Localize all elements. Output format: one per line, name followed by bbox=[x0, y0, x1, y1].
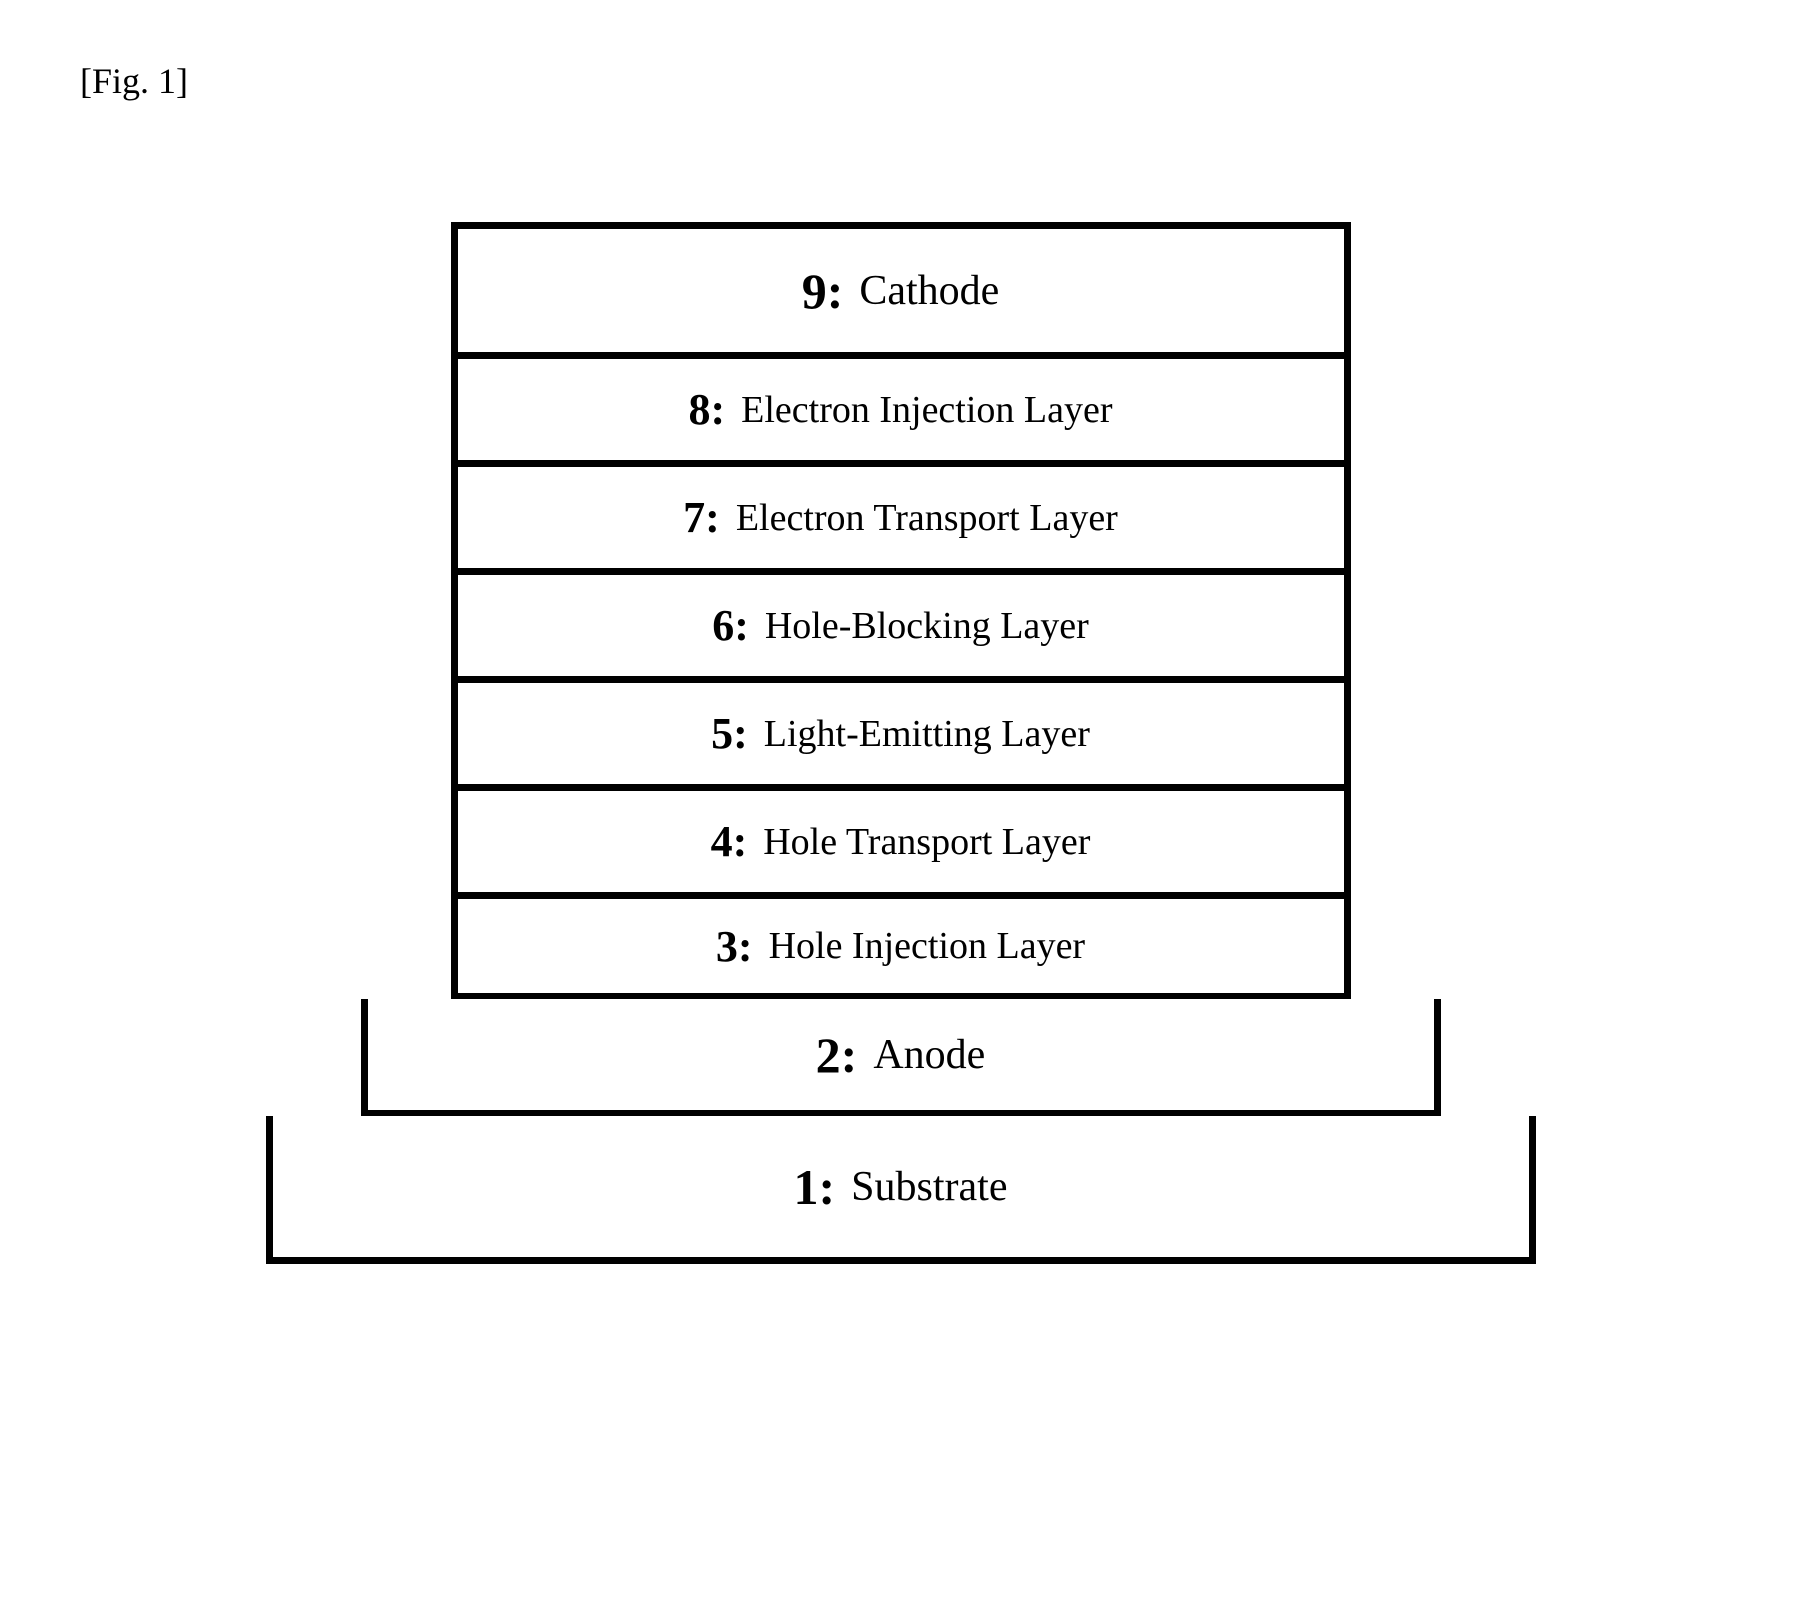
layer-electron-transport: 7: Electron Transport Layer bbox=[451, 460, 1351, 568]
layer-light-emitting: 5: Light-Emitting Layer bbox=[451, 676, 1351, 784]
layer-cathode: 9: Cathode bbox=[451, 222, 1351, 352]
layer-number: 5: bbox=[711, 708, 748, 759]
layer-number: 8: bbox=[688, 384, 725, 435]
layer-label: Anode bbox=[873, 1031, 985, 1079]
layer-number: 7: bbox=[683, 492, 720, 543]
layer-hole-blocking: 6: Hole-Blocking Layer bbox=[451, 568, 1351, 676]
layer-number: 6: bbox=[712, 600, 749, 651]
layer-hole-transport: 4: Hole Transport Layer bbox=[451, 784, 1351, 892]
layer-label: Electron Transport Layer bbox=[736, 496, 1118, 540]
layer-label: Hole Injection Layer bbox=[769, 924, 1086, 968]
layer-label: Cathode bbox=[859, 267, 999, 315]
layer-substrate: 1: Substrate bbox=[266, 1116, 1536, 1264]
layer-label: Hole-Blocking Layer bbox=[765, 604, 1089, 648]
layer-stack-diagram: 9: Cathode 8: Electron Injection Layer 7… bbox=[80, 222, 1721, 1264]
figure-caption: [Fig. 1] bbox=[80, 60, 1721, 102]
layer-number: 2: bbox=[816, 1026, 858, 1084]
layer-anode: 2: Anode bbox=[361, 999, 1441, 1117]
layer-label: Electron Injection Layer bbox=[741, 388, 1112, 432]
layer-label: Substrate bbox=[851, 1163, 1007, 1211]
layer-number: 9: bbox=[802, 262, 844, 320]
layer-label: Light-Emitting Layer bbox=[764, 712, 1090, 756]
layer-label: Hole Transport Layer bbox=[763, 820, 1090, 864]
layer-electron-injection: 8: Electron Injection Layer bbox=[451, 352, 1351, 460]
layer-number: 3: bbox=[716, 921, 753, 972]
layer-number: 4: bbox=[711, 816, 748, 867]
layer-number: 1: bbox=[794, 1158, 836, 1216]
layer-hole-injection: 3: Hole Injection Layer bbox=[451, 892, 1351, 1000]
